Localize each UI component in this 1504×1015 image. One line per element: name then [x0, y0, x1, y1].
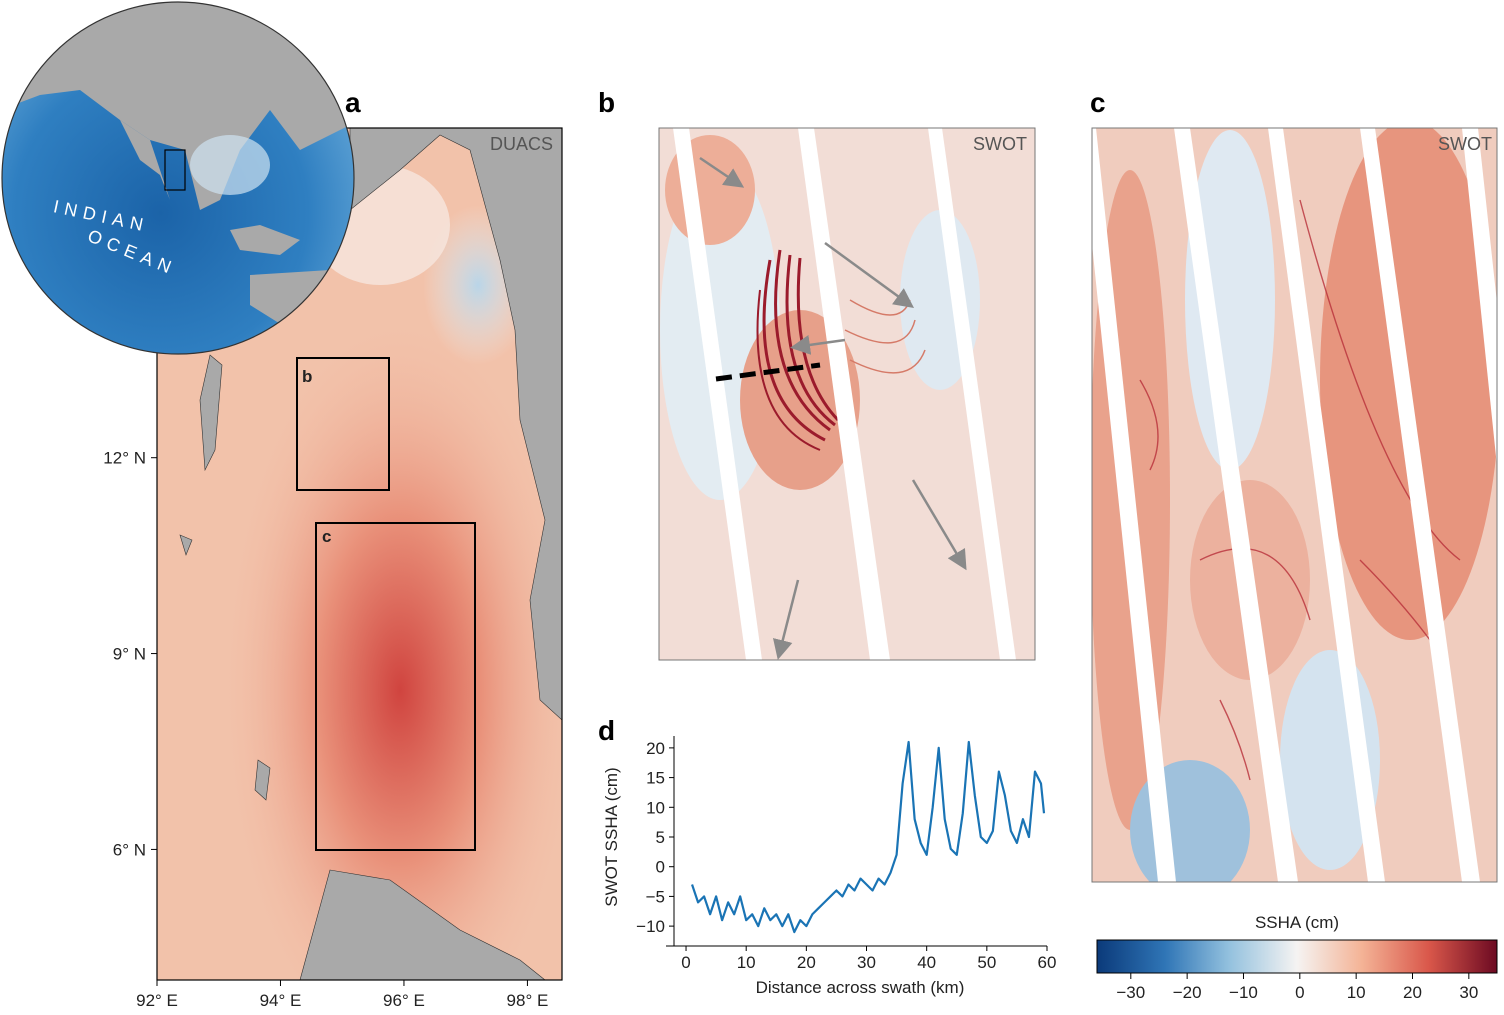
colorbar-tick-label: 20 — [1403, 983, 1422, 1002]
colorbar-tick-label: 10 — [1347, 983, 1366, 1002]
x-tick-label: 20 — [797, 953, 816, 972]
x-tick-label: 10 — [737, 953, 756, 972]
source-label: SWOT — [973, 134, 1027, 154]
y-tick-label: 15 — [646, 769, 665, 788]
x-tick-label: 94° E — [260, 991, 302, 1010]
source-label: DUACS — [490, 134, 553, 154]
globe: INDIAN OCEAN — [1, 1, 355, 355]
colorbar-tick-label: −20 — [1173, 983, 1202, 1002]
panel-c: SWOT c — [1090, 87, 1498, 883]
colorbar: SSHA (cm) −30 −20 −10 0 10 20 30 — [1096, 913, 1498, 1002]
x-tick-label: 30 — [857, 953, 876, 972]
panel-label: d — [598, 715, 615, 746]
x-tick-label: 92° E — [136, 991, 178, 1010]
y-tick-label: 6° N — [113, 840, 146, 859]
y-tick-label: −10 — [636, 917, 665, 936]
source-label: SWOT — [1438, 134, 1492, 154]
y-tick-label: 9° N — [113, 645, 146, 664]
x-tick-label: 96° E — [383, 991, 425, 1010]
colorbar-scale — [1096, 939, 1498, 974]
x-tick-label: 50 — [977, 953, 996, 972]
y-tick-label: 12° N — [103, 449, 146, 468]
x-axis-title: Distance across swath (km) — [756, 978, 965, 997]
data-line — [691, 740, 1046, 934]
colorbar-tick-label: 30 — [1459, 983, 1478, 1002]
panel-label: c — [1090, 87, 1106, 118]
panel-label: b — [598, 87, 615, 118]
colorbar-title: SSHA (cm) — [1255, 913, 1339, 932]
colorbar-tick-label: −10 — [1229, 983, 1258, 1002]
box-label: b — [302, 367, 312, 386]
panel-b: SWOT b — [598, 87, 1036, 661]
y-tick-label: 0 — [656, 858, 665, 877]
colorbar-tick-label: 0 — [1295, 983, 1304, 1002]
x-tick-label: 98° E — [507, 991, 549, 1010]
box-label: c — [322, 527, 331, 546]
y-tick-label: 10 — [646, 798, 665, 817]
y-tick-label: −5 — [646, 887, 665, 906]
line-chart: d Distance across swath (km) SWOT SSHA (… — [598, 715, 1056, 997]
colorbar-tick-label: −30 — [1116, 983, 1145, 1002]
map-a-axes: 92° E 94° E 96° E 98° E 12° N 9° N 6° N — [103, 449, 548, 1010]
y-axis-title: SWOT SSHA (cm) — [602, 767, 621, 906]
x-tick-label: 60 — [1038, 953, 1057, 972]
x-tick-label: 40 — [917, 953, 936, 972]
panel-label: a — [345, 87, 361, 118]
x-tick-label: 0 — [681, 953, 690, 972]
y-tick-label: 5 — [656, 828, 665, 847]
y-tick-label: 20 — [646, 739, 665, 758]
